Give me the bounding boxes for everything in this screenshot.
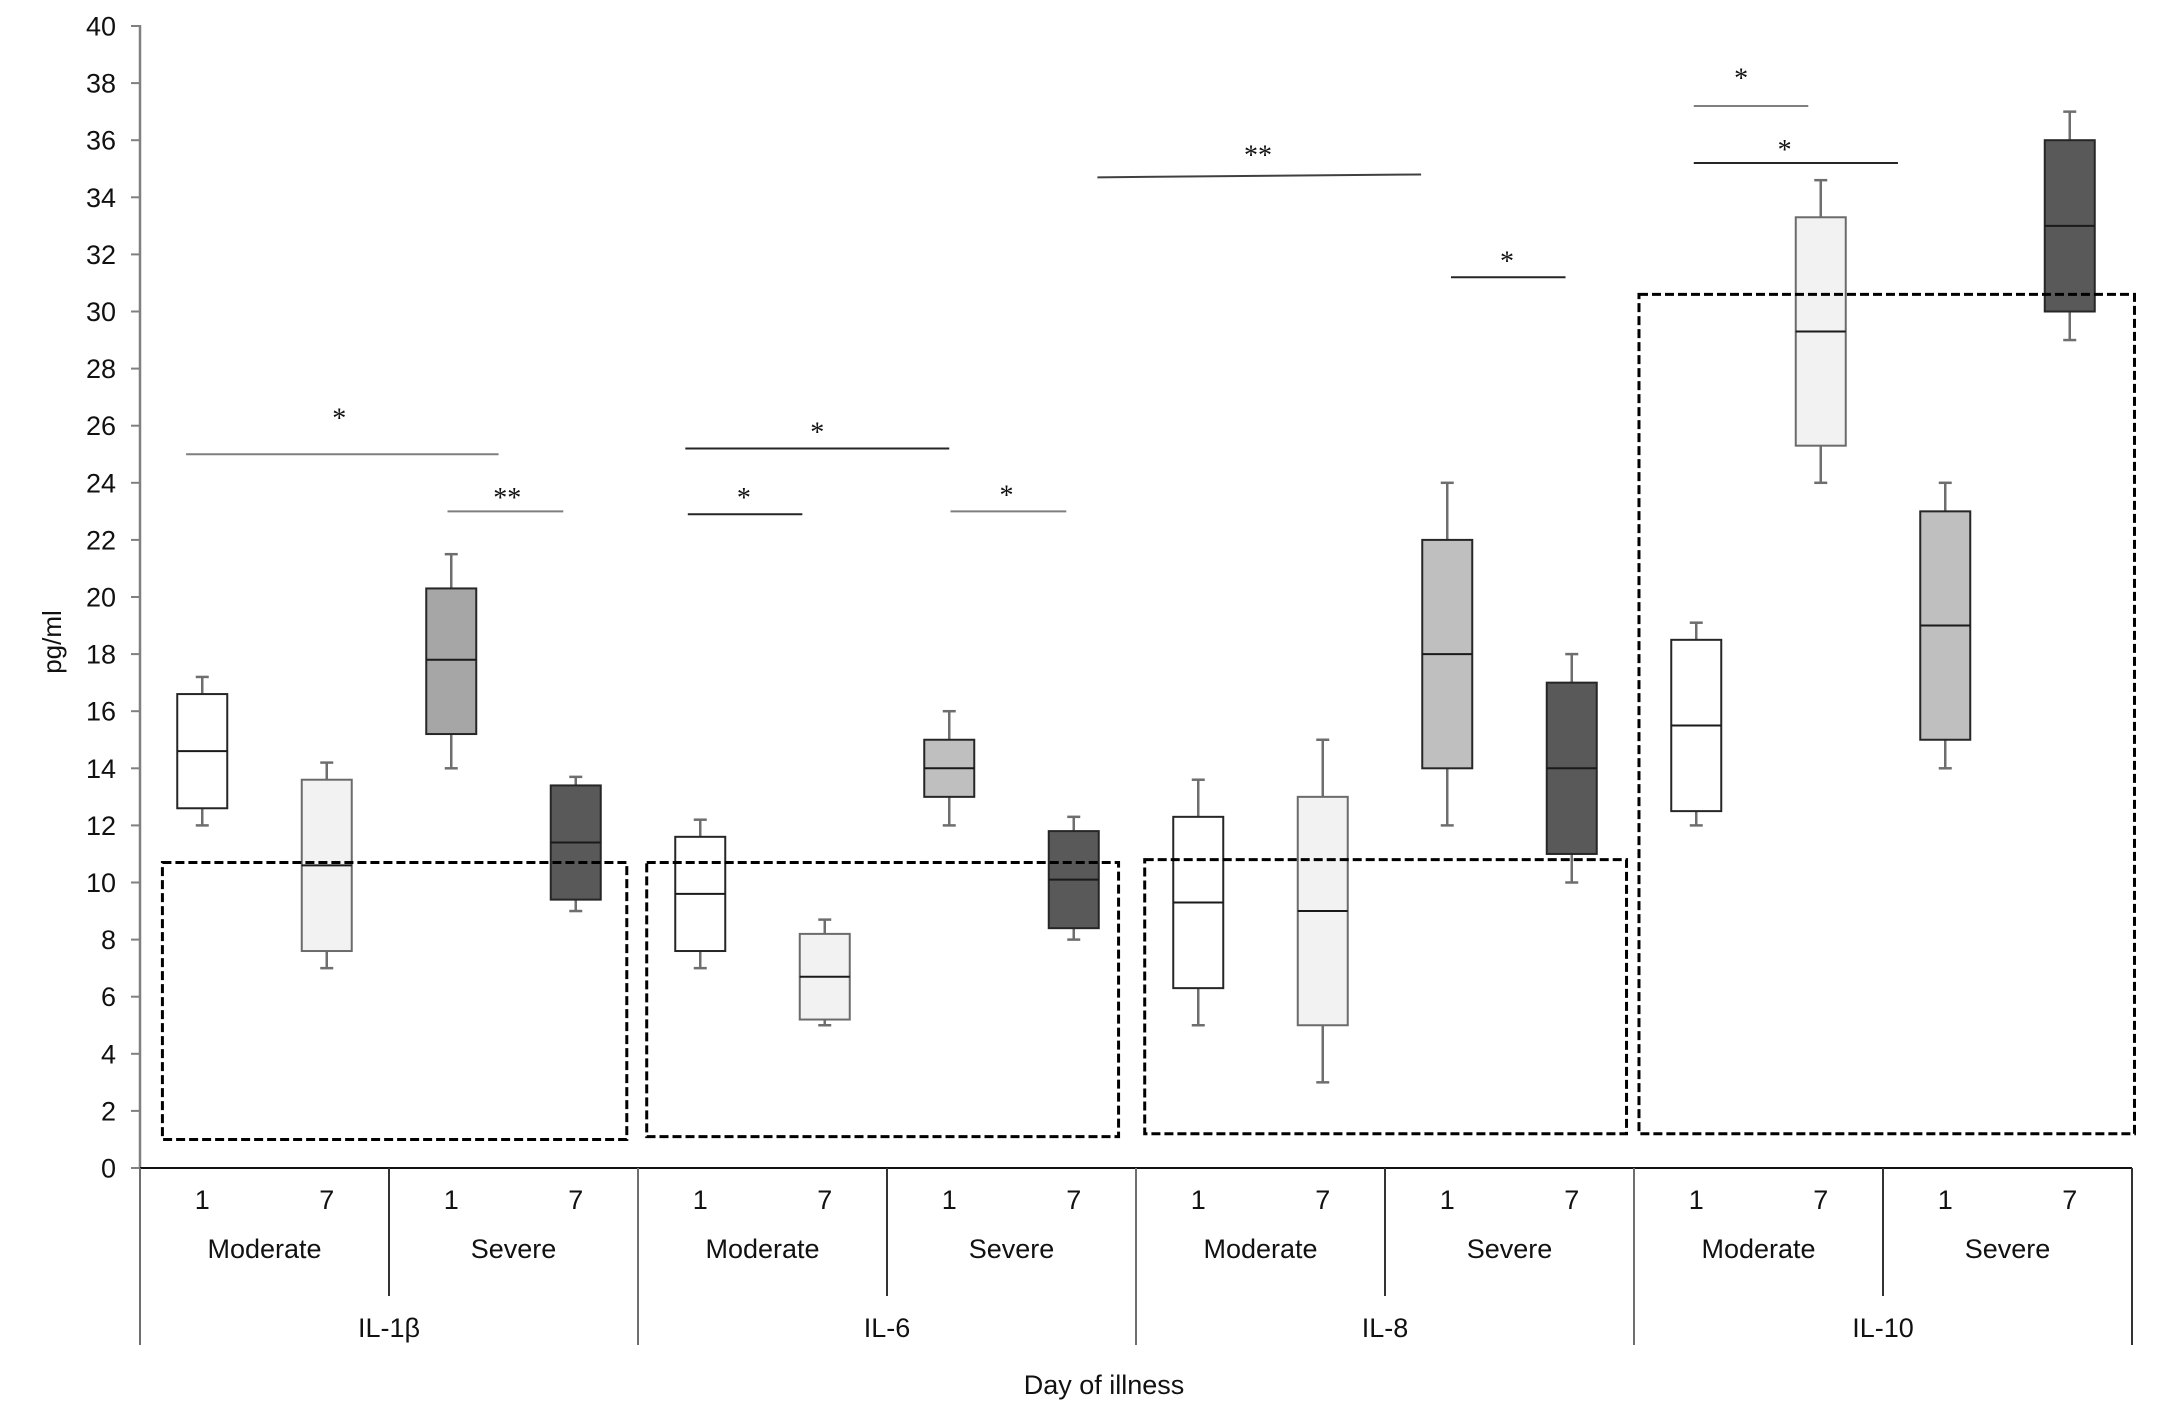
significance-label: * <box>737 483 751 514</box>
day-label: 7 <box>568 1185 583 1215</box>
day-label: 7 <box>1066 1185 1081 1215</box>
y-axis-title: pg/ml <box>37 610 67 674</box>
y-tick-label: 36 <box>86 126 116 156</box>
y-tick-label: 24 <box>86 468 116 498</box>
y-tick-label: 14 <box>86 754 116 784</box>
significance-label: ** <box>1244 141 1272 172</box>
day-label: 7 <box>1315 1185 1330 1215</box>
severity-label: Severe <box>1467 1234 1553 1264</box>
day-label: 1 <box>1938 1185 1953 1215</box>
box-plot-item <box>1670 621 1723 827</box>
cytokine-label: IL-6 <box>864 1313 911 1343</box>
day-label: 1 <box>942 1185 957 1215</box>
significance-label: ** <box>493 483 521 514</box>
significance-label: * <box>1500 246 1514 277</box>
severity-label: Moderate <box>1701 1234 1815 1264</box>
severity-label: Severe <box>471 1234 557 1264</box>
significance-label: * <box>1000 480 1014 511</box>
day-label: 7 <box>2062 1185 2077 1215</box>
y-tick-label: 2 <box>101 1096 116 1126</box>
reference-range-box <box>1143 858 1629 1136</box>
reference-range-box <box>160 861 629 1141</box>
y-tick-label: 26 <box>86 411 116 441</box>
box-rect <box>425 587 478 736</box>
box-plot-item <box>1047 815 1100 941</box>
severity-label: Moderate <box>705 1234 819 1264</box>
boxes-layer <box>176 110 2096 1084</box>
category-axis-layer: 1 7 Moderate 1 7 Severe IL-1β 1 7 Moderate 1 7 Sever… <box>139 1168 2133 1345</box>
box-plot-item <box>1545 652 1598 884</box>
day-label: 7 <box>1564 1185 1579 1215</box>
y-tick-label: 12 <box>86 811 116 841</box>
severity-label: Severe <box>969 1234 1055 1264</box>
significance-label: * <box>810 418 824 449</box>
box-plot-item <box>176 675 229 827</box>
y-tick-label: 8 <box>101 925 116 955</box>
y-tick-label: 30 <box>86 297 116 327</box>
day-label: 7 <box>817 1185 832 1215</box>
box-plot-item <box>425 552 478 770</box>
severity-label: Severe <box>1965 1234 2051 1264</box>
reference-ranges-layer <box>160 292 2136 1141</box>
significance-label: * <box>1778 135 1792 166</box>
box-plot-item <box>1919 481 1972 770</box>
y-tick-label: 4 <box>101 1039 116 1069</box>
box-plot-item <box>1296 738 1349 1084</box>
box-plot-item <box>798 918 851 1027</box>
box-plot-item <box>1421 481 1474 827</box>
significance-layer: ***** ****** <box>186 64 1898 516</box>
day-label: 1 <box>444 1185 459 1215</box>
box-plot-item <box>1172 778 1225 1027</box>
y-tick-label: 20 <box>86 583 116 613</box>
y-tick-label: 34 <box>86 183 116 213</box>
x-axis-title: Day of illness <box>1024 1370 1185 1400</box>
day-label: 7 <box>1813 1185 1828 1215</box>
significance-label: * <box>332 403 346 434</box>
severity-label: Moderate <box>1203 1234 1317 1264</box>
significance-bar <box>1097 173 1422 179</box>
box-plot-item <box>2043 110 2096 342</box>
day-label: 1 <box>195 1185 210 1215</box>
y-tick-label: 6 <box>101 982 116 1012</box>
y-tick-label: 32 <box>86 240 116 270</box>
box-plot-item <box>549 775 602 913</box>
significance-label: * <box>1734 64 1748 95</box>
y-tick-label: 28 <box>86 354 116 384</box>
cytokine-label: IL-8 <box>1362 1313 1409 1343</box>
box-plot-item <box>300 761 353 970</box>
cytokine-label: IL-1β <box>358 1313 420 1343</box>
y-tick-label: 40 <box>86 12 116 42</box>
day-label: 1 <box>1689 1185 1704 1215</box>
y-tick-label: 16 <box>86 697 116 727</box>
cytokine-label: IL-10 <box>1852 1313 1914 1343</box>
box-plot-item <box>674 818 727 970</box>
day-label: 1 <box>1440 1185 1455 1215</box>
box-plot-item <box>923 709 976 827</box>
day-label: 1 <box>1191 1185 1206 1215</box>
y-tick-label: 10 <box>86 868 116 898</box>
day-label: 1 <box>693 1185 708 1215</box>
reference-range-box <box>1637 292 2136 1136</box>
box-plot-item <box>1794 178 1847 485</box>
reference-range-box <box>645 861 1121 1139</box>
y-tick-label: 38 <box>86 69 116 99</box>
y-tick-label: 0 <box>101 1154 116 1184</box>
y-tick-label: 22 <box>86 525 116 555</box>
y-tick-label: 18 <box>86 640 116 670</box>
day-label: 7 <box>319 1185 334 1215</box>
severity-label: Moderate <box>207 1234 321 1264</box>
